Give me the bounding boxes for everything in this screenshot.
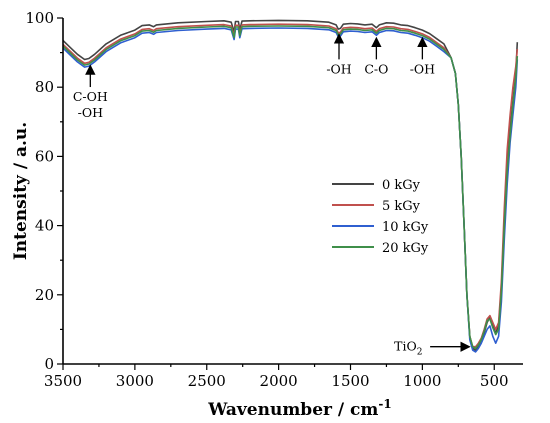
series-line-5-kgy	[62, 23, 519, 348]
legend-label: 20 kGy	[382, 241, 429, 256]
x-tick-label: 1000	[403, 372, 441, 390]
y-tick-label: 80	[35, 78, 54, 96]
legend-label: 0 kGy	[382, 178, 421, 193]
legend-label: 5 kGy	[382, 199, 421, 214]
y-tick-label: 40	[35, 217, 54, 235]
tio2-label: TiO2	[394, 339, 422, 358]
x-axis-title: Wavenumber / cm-1	[207, 397, 391, 420]
x-ticks: 3500 3000 2500 2000 1500 1000 500	[44, 364, 509, 390]
annotation-label: -OH	[78, 105, 103, 120]
x-axis-title-sup: -1	[378, 397, 391, 411]
y-tick-label: 0	[44, 355, 54, 373]
annotation-label: -OH	[410, 61, 435, 76]
annotation-label: C-OH	[73, 89, 108, 104]
x-tick-label: 2000	[260, 372, 298, 390]
legend-label: 10 kGy	[382, 220, 429, 235]
x-tick-label: 3000	[116, 372, 154, 390]
y-axis-title: Intensity / a.u.	[11, 122, 31, 260]
y-ticks: 0 20 40 60 80 100	[25, 9, 63, 373]
series-line-10-kgy	[62, 27, 519, 353]
x-tick-label: 500	[480, 372, 509, 390]
series-line-20-kgy	[62, 25, 519, 350]
y-tick-label: 60	[35, 147, 54, 165]
legend: 0 kGy 5 kGy 10 kGy 20 kGy	[332, 178, 429, 256]
series-line-0-kgy	[62, 19, 519, 351]
series-group	[62, 19, 519, 353]
y-tick-label: 20	[35, 286, 54, 304]
x-tick-label: 2500	[188, 372, 226, 390]
annotation-label: C-O	[364, 61, 388, 76]
x-tick-label: 3500	[44, 372, 82, 390]
y-tick-label: 100	[25, 9, 54, 27]
annotation-label: -OH	[326, 61, 351, 76]
x-tick-label: 1500	[331, 372, 369, 390]
